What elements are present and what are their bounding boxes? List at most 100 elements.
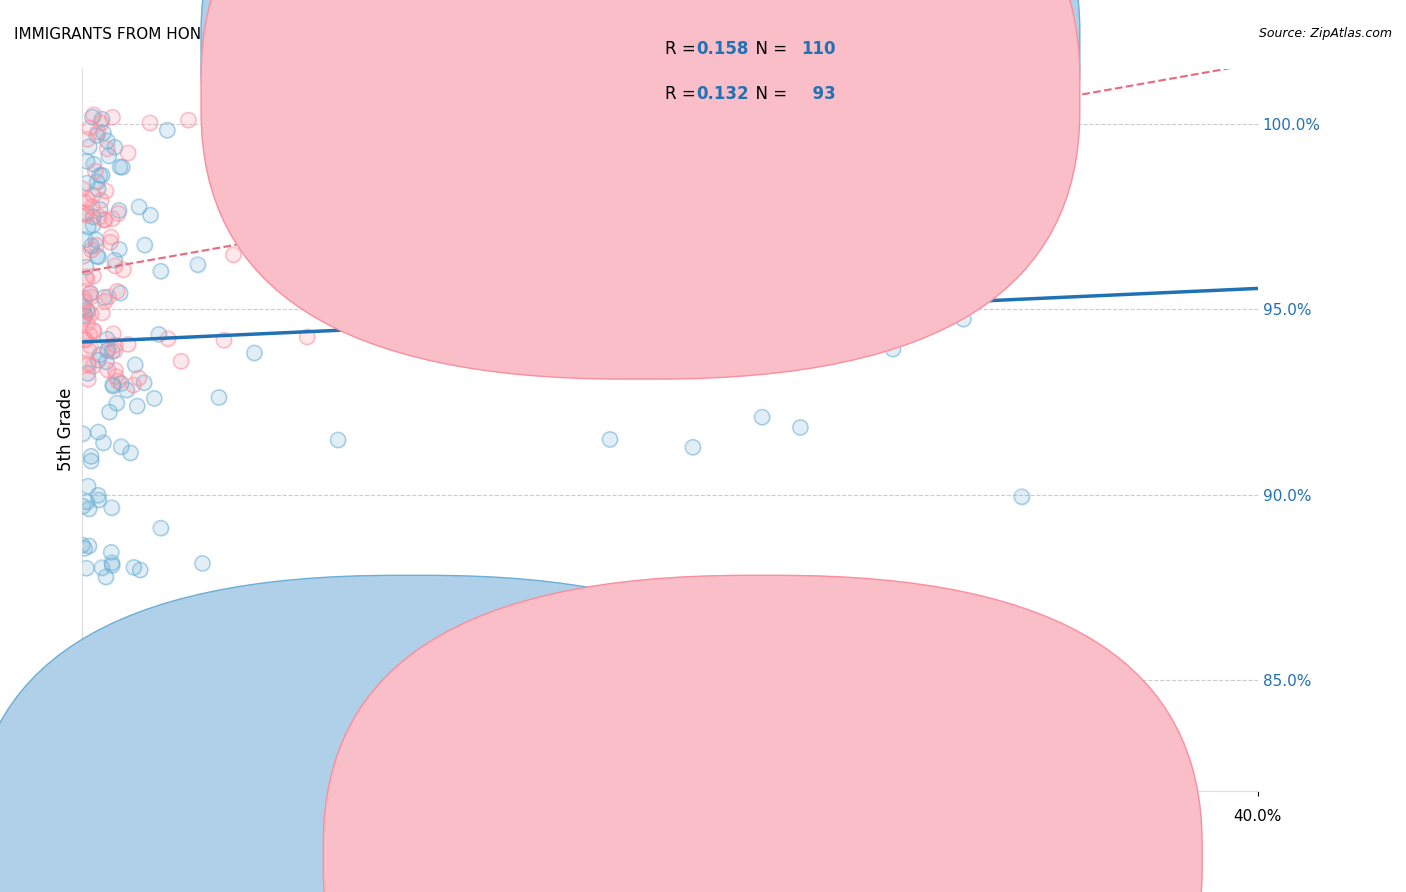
Point <box>222 183 245 197</box>
Point <box>98 405 121 419</box>
Point <box>84 164 107 178</box>
Point <box>94 294 117 309</box>
Point <box>243 346 266 360</box>
Point <box>76 192 98 206</box>
Point <box>73 541 96 556</box>
Point <box>82 187 104 202</box>
Point <box>93 290 115 304</box>
Point <box>72 312 94 326</box>
Point <box>104 259 127 273</box>
Text: 0.158: 0.158 <box>696 40 748 58</box>
Point <box>96 354 118 368</box>
Point <box>381 292 404 306</box>
Point <box>82 210 104 224</box>
Point <box>76 272 98 286</box>
Point <box>75 269 97 284</box>
Point <box>87 210 110 224</box>
Point <box>97 290 120 304</box>
Point <box>77 501 100 516</box>
Point <box>79 286 101 301</box>
Point <box>77 343 100 358</box>
Point <box>79 327 101 342</box>
Point <box>727 267 749 281</box>
Point <box>87 182 110 196</box>
Point <box>76 366 98 380</box>
Point <box>105 396 128 410</box>
Point <box>295 330 318 344</box>
Point <box>73 294 96 309</box>
Point <box>96 332 118 346</box>
Point <box>309 205 332 219</box>
Point <box>93 212 115 227</box>
Point <box>97 149 120 163</box>
Point <box>94 570 117 584</box>
Point <box>98 405 121 419</box>
Point <box>413 285 436 300</box>
Point <box>101 211 124 226</box>
Point <box>72 249 94 263</box>
Point <box>79 285 101 300</box>
Point <box>77 358 100 372</box>
Point <box>89 202 111 217</box>
Point <box>91 168 114 182</box>
Point <box>128 371 150 385</box>
Point <box>79 285 101 300</box>
Point <box>77 356 100 370</box>
Point <box>869 126 891 140</box>
Y-axis label: 5th Grade: 5th Grade <box>58 388 75 471</box>
Point <box>83 108 105 122</box>
Point <box>149 264 172 278</box>
Point <box>149 264 172 278</box>
Point <box>87 250 110 264</box>
Point <box>927 305 949 319</box>
Point <box>80 454 103 468</box>
Point <box>103 326 125 341</box>
Point <box>79 327 101 342</box>
Point <box>295 167 318 181</box>
Point <box>998 173 1021 187</box>
Text: Immigrants from Bolivia: Immigrants from Bolivia <box>794 849 977 863</box>
Point <box>101 211 124 226</box>
Point <box>90 560 112 574</box>
Point <box>72 499 94 513</box>
Point <box>83 157 105 171</box>
Point <box>87 425 110 439</box>
Point <box>108 160 131 174</box>
Point <box>224 192 246 206</box>
Text: Immigrants from Hong Kong: Immigrants from Hong Kong <box>426 849 643 863</box>
Text: Source: ZipAtlas.com: Source: ZipAtlas.com <box>1258 27 1392 40</box>
Point <box>747 349 769 363</box>
Point <box>1011 490 1033 504</box>
Point <box>93 212 115 227</box>
Point <box>79 120 101 135</box>
Point <box>83 324 105 338</box>
Point <box>82 323 104 337</box>
Point <box>90 115 112 129</box>
Point <box>110 376 132 391</box>
Point <box>82 218 104 232</box>
Point <box>101 110 124 124</box>
Point <box>87 492 110 507</box>
Point <box>191 557 214 571</box>
Point <box>97 343 120 358</box>
Point <box>108 203 131 218</box>
Point <box>108 242 131 256</box>
Point <box>73 541 96 556</box>
Point <box>104 343 127 358</box>
Point <box>139 208 162 222</box>
Point <box>252 166 274 180</box>
Point <box>86 125 108 139</box>
Point <box>79 339 101 353</box>
Point <box>77 219 100 234</box>
Text: 0.0%: 0.0% <box>63 809 101 824</box>
Point <box>77 219 100 234</box>
Point <box>882 342 904 356</box>
Point <box>75 269 97 284</box>
Point <box>454 334 477 349</box>
Point <box>86 128 108 143</box>
Point <box>134 238 156 252</box>
Point <box>489 315 512 329</box>
Point <box>101 110 124 124</box>
Point <box>84 233 107 247</box>
Point <box>73 195 96 210</box>
